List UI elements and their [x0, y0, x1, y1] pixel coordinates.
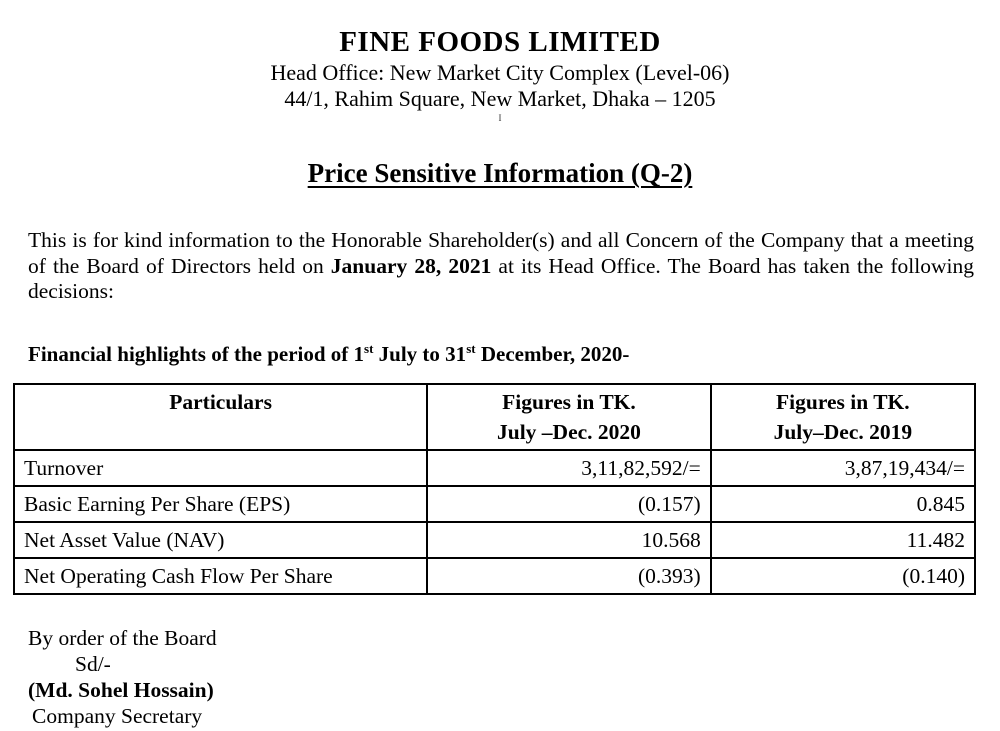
- row-label: Net Operating Cash Flow Per Share: [12, 556, 429, 595]
- signatory-name: (Md. Sohel Hossain): [28, 677, 214, 702]
- row-value-2020: (0.157): [426, 484, 712, 523]
- row-value-2019: 3,87,19,434/=: [709, 448, 977, 487]
- column-header-2020-line2: July –Dec. 2020: [497, 419, 641, 444]
- financial-highlights-heading: Financial highlights of the period of 1s…: [28, 341, 974, 367]
- row-label: Basic Earning Per Share (EPS): [12, 484, 429, 523]
- highlights-text-suffix: December, 2020-: [475, 341, 630, 366]
- document-title: Price Sensitive Information (Q-2): [0, 156, 1000, 190]
- column-header-particulars: Particulars: [12, 382, 429, 451]
- row-value-2019: 0.845: [709, 484, 977, 523]
- column-header-2019-line1: Figures in TK.: [776, 389, 910, 414]
- column-header-2020: Figures in TK. July –Dec. 2020: [426, 382, 712, 451]
- row-value-2020: 10.568: [426, 520, 712, 559]
- row-value-2019: (0.140): [709, 556, 977, 595]
- column-header-2019: Figures in TK. July–Dec. 2019: [709, 382, 977, 451]
- intro-text-before-date: This is for kind information to the Hono…: [28, 228, 974, 278]
- scan-artifact-mark: I: [498, 113, 502, 123]
- by-order-line: By order of the Board: [28, 625, 217, 650]
- ordinal-superscript-1: st: [364, 340, 374, 356]
- column-header-2019-line2: July–Dec. 2019: [773, 419, 913, 444]
- row-value-2020: 3,11,82,592/=: [426, 448, 712, 487]
- financial-highlights-table: Particulars Figures in TK. July –Dec. 20…: [12, 382, 977, 595]
- intro-paragraph: This is for kind information to the Hono…: [28, 228, 974, 305]
- address-line-2: 44/1, Rahim Square, New Market, Dhaka – …: [284, 86, 716, 111]
- sd-line: Sd/-: [75, 651, 111, 676]
- table-row-nav: Net Asset Value (NAV) 10.568 11.482: [12, 520, 977, 559]
- signatory-designation: Company Secretary: [32, 703, 203, 728]
- column-header-2020-line1: Figures in TK.: [502, 389, 636, 414]
- table-header-row: Particulars Figures in TK. July –Dec. 20…: [12, 382, 977, 451]
- table-row-turnover: Turnover 3,11,82,592/= 3,87,19,434/=: [12, 448, 977, 487]
- row-value-2019: 11.482: [709, 520, 977, 559]
- intro-text-after-date: at its Head Office. The Board has taken …: [28, 253, 975, 304]
- table-row-nocfps: Net Operating Cash Flow Per Share (0.393…: [12, 556, 977, 595]
- table-row-eps: Basic Earning Per Share (EPS) (0.157) 0.…: [12, 484, 977, 523]
- letterhead: FINE FOODS LIMITED Head Office: New Mark…: [0, 24, 1000, 124]
- row-label: Net Asset Value (NAV): [12, 520, 429, 559]
- company-name: FINE FOODS LIMITED: [339, 26, 661, 58]
- highlights-text-mid: July to 31: [373, 341, 467, 366]
- meeting-date: January 28, 2021: [330, 253, 492, 278]
- address-line-1: Head Office: New Market City Complex (Le…: [270, 60, 730, 85]
- row-label: Turnover: [12, 448, 429, 487]
- document-title-text: Price Sensitive Information (Q-2): [307, 158, 693, 188]
- highlights-text-prefix: Financial highlights of the period of 1: [28, 341, 365, 366]
- row-value-2020: (0.393): [426, 556, 712, 595]
- signature-block: By order of the Board Sd/- (Md. Sohel Ho…: [28, 625, 1000, 729]
- ordinal-superscript-2: st: [466, 340, 476, 356]
